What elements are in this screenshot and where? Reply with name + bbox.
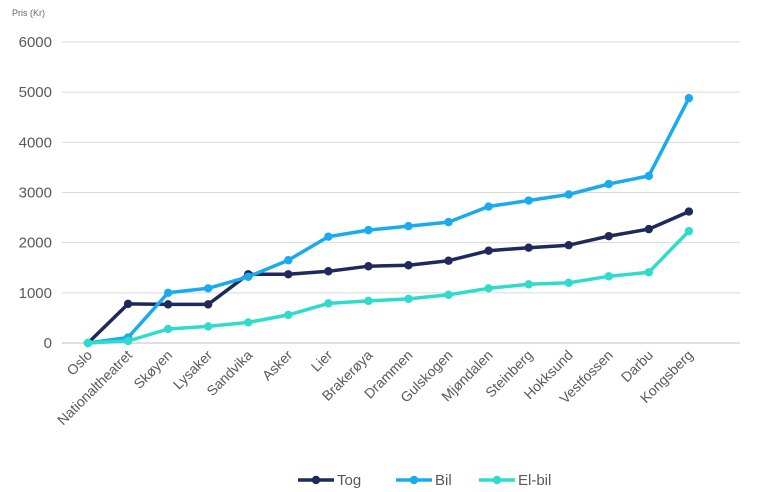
data-point — [484, 202, 493, 211]
data-point — [203, 300, 213, 309]
data-point — [564, 240, 573, 250]
data-point — [284, 310, 293, 320]
data-point — [684, 93, 694, 103]
data-point — [284, 270, 293, 279]
data-point — [404, 261, 413, 270]
legend-marker — [492, 475, 502, 485]
data-point — [324, 232, 333, 241]
data-point — [244, 318, 253, 327]
data-point — [83, 338, 93, 348]
y-axis-label: Pris (Kr) — [12, 8, 45, 18]
data-point — [644, 171, 654, 181]
y-tick-label: 3000 — [19, 185, 52, 202]
data-point — [324, 267, 333, 276]
data-point — [484, 246, 493, 255]
data-point — [644, 268, 654, 277]
series-el-bil — [83, 226, 694, 348]
x-tick-label: Darbu — [618, 347, 656, 385]
data-point — [324, 299, 333, 308]
data-point — [123, 336, 133, 346]
data-point — [203, 322, 213, 331]
data-point — [524, 280, 533, 289]
x-tick-labels: OsloNationaltheatretSkøyenLysakerSandvik… — [54, 347, 696, 428]
legend-label: Tog — [337, 472, 361, 489]
series-line — [86, 229, 691, 345]
data-point — [364, 225, 373, 235]
y-tick-label: 6000 — [19, 34, 52, 51]
x-tick-label: Oslo — [63, 347, 95, 379]
legend-item-el-bil: El-bil — [479, 472, 551, 489]
data-point — [444, 217, 453, 227]
x-tick-label: Skøyen — [130, 347, 175, 392]
x-tick-label: Asker — [259, 347, 296, 384]
data-point — [444, 290, 453, 300]
data-point — [404, 294, 413, 304]
data-point — [203, 284, 213, 293]
data-point — [364, 296, 373, 306]
series-group — [83, 93, 694, 348]
data-point — [604, 179, 613, 189]
series-line — [86, 96, 691, 345]
legend-label: Bil — [435, 472, 452, 489]
x-tick-label: Lier — [308, 347, 336, 375]
y-tick-label: 4000 — [19, 134, 52, 151]
legend: Tog Bil El-bil — [298, 472, 551, 489]
data-point — [684, 207, 694, 216]
legend-marker — [311, 475, 321, 485]
y-tick-label: 5000 — [19, 84, 52, 101]
data-point — [364, 262, 373, 271]
y-tick-label: 2000 — [19, 235, 52, 252]
data-point — [484, 284, 493, 293]
data-point — [564, 190, 573, 199]
legend-item-tog: Tog — [298, 472, 361, 489]
data-point — [404, 221, 413, 231]
y-tick-label: 0 — [44, 335, 52, 352]
data-point — [644, 224, 654, 234]
data-point — [284, 256, 293, 265]
data-point — [604, 231, 613, 241]
data-point — [524, 243, 533, 252]
data-point — [684, 226, 694, 236]
data-point — [564, 278, 573, 287]
data-point — [444, 256, 453, 265]
data-point — [163, 324, 173, 334]
y-tick-label: 1000 — [19, 285, 52, 302]
legend-marker — [409, 475, 419, 485]
series-bil — [83, 93, 694, 348]
data-point — [123, 299, 133, 309]
data-point — [524, 196, 533, 205]
legend-item-bil: Bil — [396, 472, 452, 489]
data-point — [163, 300, 173, 309]
legend-label: El-bil — [518, 472, 551, 489]
data-point — [244, 272, 253, 281]
y-tick-labels: 0 1000 2000 3000 4000 5000 6000 — [19, 34, 52, 352]
data-point — [604, 272, 613, 281]
data-point — [163, 288, 173, 298]
x-tick-label: Nationaltheatret — [54, 347, 135, 428]
series-line — [86, 209, 691, 345]
